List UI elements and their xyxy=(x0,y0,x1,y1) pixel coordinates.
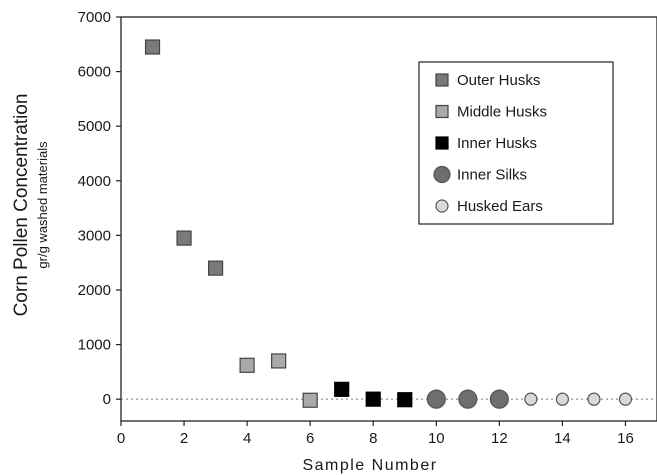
data-point xyxy=(302,392,318,408)
series-inner-silks xyxy=(426,389,509,409)
series-husked-ears xyxy=(524,392,633,406)
y-tick-label: 0 xyxy=(103,391,111,408)
y-tick-label: 2000 xyxy=(78,282,111,299)
y-tick-label: 1000 xyxy=(78,337,111,354)
data-point xyxy=(144,39,161,55)
data-point xyxy=(555,392,570,406)
x-tick-label: 8 xyxy=(369,430,377,447)
x-tick-label: 16 xyxy=(617,430,634,447)
x-tick-label: 10 xyxy=(428,430,445,447)
x-axis-title: Sample Number xyxy=(302,457,437,474)
series-inner-husks xyxy=(334,381,413,408)
data-point xyxy=(334,381,350,397)
data-point xyxy=(458,389,478,409)
legend-label: Inner Silks xyxy=(457,167,527,184)
data-points xyxy=(144,39,633,409)
y-axis-subtitle: gr/g washed materials xyxy=(35,141,50,269)
data-point xyxy=(271,353,287,369)
x-tick-label: 6 xyxy=(306,430,314,447)
x-tick-label: 2 xyxy=(180,430,188,447)
legend-label: Outer Husks xyxy=(457,72,540,89)
y-axis-title: Corn Pollen Concentration xyxy=(11,94,32,317)
data-point xyxy=(239,357,255,373)
legend-box xyxy=(418,61,614,225)
data-point xyxy=(426,389,446,409)
data-point xyxy=(489,389,509,409)
legend-marker xyxy=(433,165,451,184)
x-tick-label: 12 xyxy=(491,430,508,447)
axis-ticks: 0 2 4 6 8 10 12 14 16 0 1000 2000 3000 4000 5000 6000 70… xyxy=(78,9,634,447)
y-tick-label: 5000 xyxy=(78,118,111,135)
legend-marker xyxy=(435,73,449,87)
x-tick-label: 4 xyxy=(243,430,251,447)
y-tick-label: 7000 xyxy=(78,9,111,26)
y-tick-label: 6000 xyxy=(78,64,111,81)
y-tick-label: 3000 xyxy=(78,227,111,244)
legend-label: Middle Husks xyxy=(457,104,547,121)
data-point xyxy=(397,392,413,408)
legend-label: Inner Husks xyxy=(457,135,537,152)
legend-label: Husked Ears xyxy=(457,198,543,215)
legend: Outer Husks Middle Husks Inner Husks Inner … xyxy=(418,61,614,225)
series-outer-husks xyxy=(144,39,224,276)
y-tick-label: 4000 xyxy=(78,173,111,190)
x-tick-label: 0 xyxy=(117,430,125,447)
series-middle-husks xyxy=(239,353,318,408)
data-point xyxy=(524,392,538,406)
plot-border xyxy=(120,16,657,422)
legend-marker xyxy=(435,136,449,150)
x-tick-label: 14 xyxy=(554,430,571,447)
legend-marker xyxy=(435,104,449,119)
data-point xyxy=(618,392,633,406)
data-point xyxy=(176,230,192,246)
data-point xyxy=(587,392,601,406)
legend-marker xyxy=(435,199,449,213)
data-point xyxy=(207,260,224,276)
data-point xyxy=(365,391,381,407)
